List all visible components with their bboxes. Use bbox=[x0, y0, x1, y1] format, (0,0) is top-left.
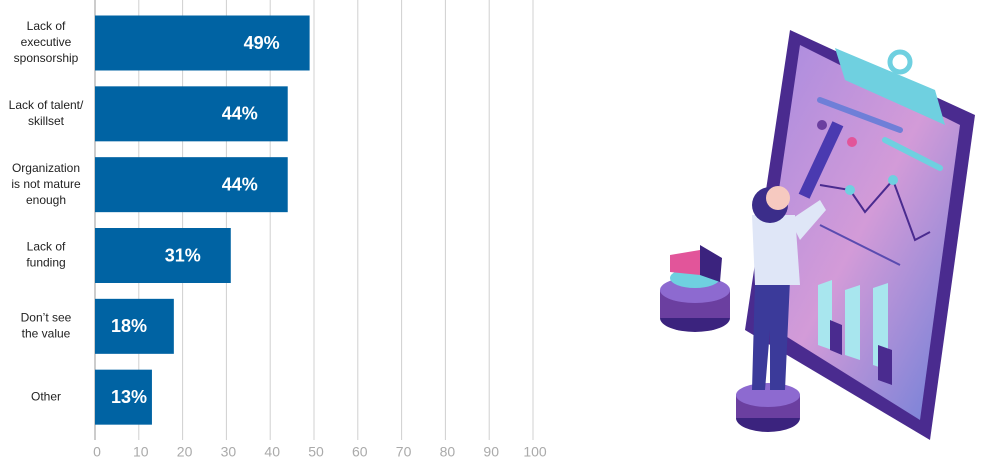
category-label: sponsorship bbox=[14, 51, 79, 65]
category-label: skillset bbox=[28, 114, 65, 128]
bar bbox=[95, 369, 152, 425]
x-tick-label: 30 bbox=[221, 444, 237, 460]
category-label: executive bbox=[21, 35, 72, 49]
category-label: the value bbox=[22, 327, 71, 341]
x-tick-label: 100 bbox=[523, 444, 547, 460]
x-tick-label: 0 bbox=[93, 444, 101, 460]
value-label: 44% bbox=[222, 174, 258, 194]
x-tick-label: 20 bbox=[177, 444, 193, 460]
x-tick-label: 50 bbox=[308, 444, 324, 460]
category-label: funding bbox=[26, 256, 65, 270]
x-tick-label: 80 bbox=[440, 444, 456, 460]
x-tick-label: 90 bbox=[483, 444, 499, 460]
category-label: Don’t see bbox=[21, 311, 72, 325]
category-label: Organization bbox=[12, 161, 80, 175]
bar bbox=[95, 157, 288, 213]
value-label: 18% bbox=[111, 316, 147, 336]
category-label: enough bbox=[26, 193, 66, 207]
illustration bbox=[660, 30, 975, 440]
category-label: Other bbox=[31, 389, 61, 403]
bar bbox=[95, 298, 174, 354]
x-tick-label: 10 bbox=[133, 444, 149, 460]
category-label: Lack of bbox=[27, 240, 66, 254]
bar bbox=[95, 15, 310, 71]
chart: 0 10 20 30 40 50 60 70 80 90 100 Lack of executive sp… bbox=[9, 0, 547, 460]
category-label: Lack of talent/ bbox=[9, 98, 84, 112]
value-label: 31% bbox=[165, 245, 201, 265]
value-label: 13% bbox=[111, 387, 147, 407]
x-tick-label: 70 bbox=[396, 444, 412, 460]
category-label: Lack of bbox=[27, 19, 66, 33]
value-label: 44% bbox=[222, 104, 258, 124]
bar bbox=[95, 228, 231, 283]
x-tick-label: 60 bbox=[352, 444, 368, 460]
bar bbox=[95, 86, 288, 142]
x-tick-label: 40 bbox=[264, 444, 280, 460]
value-label: 49% bbox=[244, 33, 280, 53]
category-label: is not mature bbox=[11, 177, 81, 191]
